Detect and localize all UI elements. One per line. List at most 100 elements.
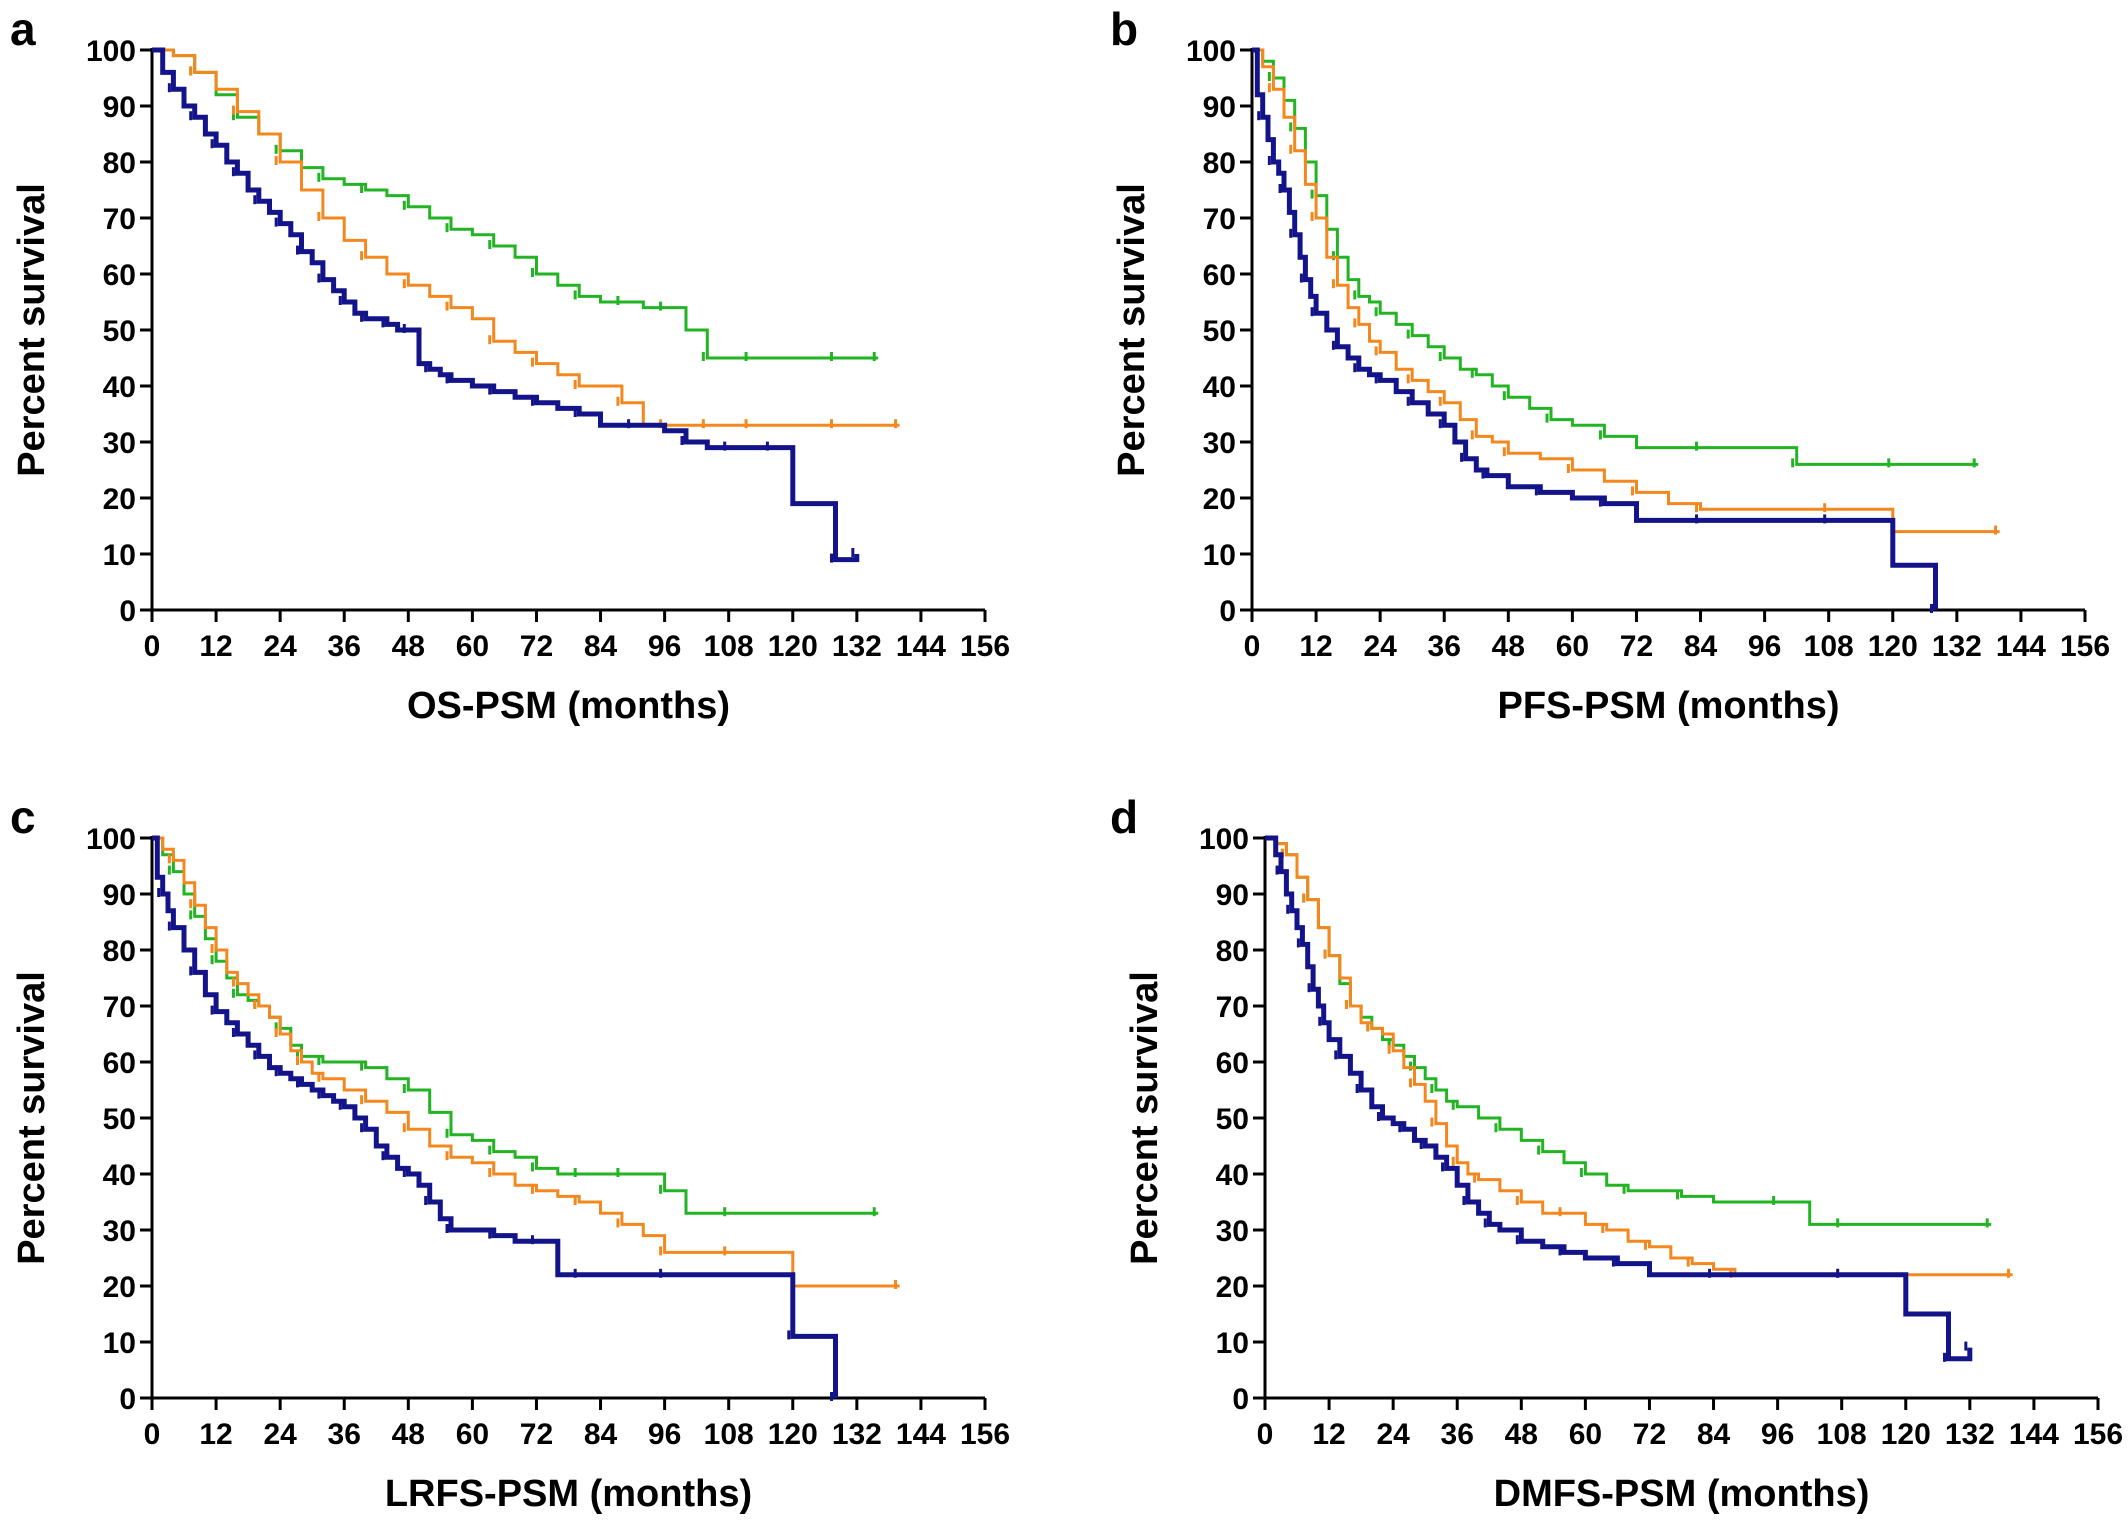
x-tick-label: 48 [392, 630, 425, 663]
y-tick-label: 100 [1199, 823, 1249, 856]
y-tick-label: 90 [103, 91, 136, 124]
x-tick-label: 60 [456, 630, 489, 663]
x-axis-title: OS-PSM (months) [407, 685, 730, 727]
survival-curve-orange [152, 836, 900, 1288]
panel-c: c 0 10 20 30 40 50 60 70 80 90 100 0 12 24 36 48 60 72 84 96… [10, 791, 1010, 1515]
x-tick-label: 72 [1633, 1418, 1666, 1451]
x-tick-label: 96 [648, 630, 681, 663]
y-tick-label: 100 [1186, 35, 1236, 68]
x-axis-title: LRFS-PSM (months) [385, 1473, 752, 1515]
x-tick-label: 144 [896, 630, 946, 663]
y-tick-label: 40 [103, 371, 136, 404]
y-tick-label: 70 [103, 203, 136, 236]
y-tick-label: 20 [103, 483, 136, 516]
y-tick-label: 70 [1216, 991, 1249, 1024]
survival-curve-green [152, 48, 879, 360]
x-tick-label: 0 [144, 1418, 161, 1451]
survival-curve-navy [152, 47, 860, 563]
y-tick-label: 40 [103, 1159, 136, 1192]
y-tick-label: 60 [1203, 259, 1236, 292]
x-tick-label: 24 [263, 1418, 297, 1451]
y-tick-label: 40 [1216, 1159, 1249, 1192]
survival-curve-green [1252, 48, 1979, 466]
survival-curve-green [152, 836, 879, 1215]
survival-curve-orange [1252, 48, 2000, 534]
y-tick-label: 50 [1216, 1103, 1249, 1136]
x-tick-label: 0 [1244, 630, 1261, 663]
y-tick-label: 50 [1203, 315, 1236, 348]
y-tick-label: 0 [1232, 1383, 1249, 1416]
y-tick-label: 50 [103, 315, 136, 348]
x-tick-label: 156 [960, 630, 1010, 663]
x-tick-label: 132 [832, 1418, 882, 1451]
x-tick-label: 84 [584, 1418, 618, 1451]
x-tick-label: 12 [199, 1418, 232, 1451]
y-tick-label: 80 [103, 935, 136, 968]
x-tick-label: 156 [960, 1418, 1010, 1451]
x-tick-label: 36 [1441, 1418, 1474, 1451]
y-axis-title: Percent survival [1111, 183, 1153, 477]
x-tick-label: 72 [520, 1418, 553, 1451]
x-tick-label: 48 [1505, 1418, 1538, 1451]
x-tick-label: 108 [1804, 630, 1854, 663]
x-tick-label: 96 [1761, 1418, 1794, 1451]
y-tick-label: 60 [103, 1047, 136, 1080]
y-axis-title: Percent survival [11, 971, 53, 1265]
x-tick-label: 120 [768, 1418, 818, 1451]
x-tick-label: 48 [392, 1418, 425, 1451]
x-tick-label: 24 [1376, 1418, 1410, 1451]
x-tick-label: 0 [144, 630, 161, 663]
panel-label: c [10, 791, 36, 843]
x-tick-label: 0 [1257, 1418, 1274, 1451]
x-tick-label: 72 [1620, 630, 1653, 663]
x-tick-label: 96 [648, 1418, 681, 1451]
y-tick-label: 90 [103, 879, 136, 912]
y-tick-label: 80 [1203, 147, 1236, 180]
y-tick-label: 40 [1203, 371, 1236, 404]
y-tick-label: 30 [1216, 1215, 1249, 1248]
survival-curve-green [1265, 836, 1992, 1226]
survival-curve-navy [1265, 835, 1973, 1362]
y-tick-label: 10 [103, 539, 136, 572]
x-tick-label: 24 [1363, 630, 1397, 663]
x-tick-label: 120 [1868, 630, 1918, 663]
x-tick-label: 60 [1556, 630, 1589, 663]
x-tick-label: 84 [1697, 1418, 1731, 1451]
y-tick-label: 60 [103, 259, 136, 292]
x-tick-label: 48 [1492, 630, 1525, 663]
x-tick-label: 120 [768, 630, 818, 663]
y-tick-label: 90 [1216, 879, 1249, 912]
x-tick-label: 156 [2060, 630, 2110, 663]
x-tick-label: 108 [704, 1418, 754, 1451]
x-axis-title: DMFS-PSM (months) [1494, 1473, 1870, 1515]
x-tick-label: 12 [1312, 1418, 1345, 1451]
x-tick-label: 36 [328, 1418, 361, 1451]
x-tick-label: 36 [1428, 630, 1461, 663]
y-tick-label: 0 [1219, 595, 1236, 628]
x-axis-title: PFS-PSM (months) [1498, 685, 1840, 727]
y-tick-label: 100 [86, 35, 136, 68]
survival-curve-navy [152, 835, 838, 1398]
y-tick-label: 30 [1203, 427, 1236, 460]
panel-label: a [10, 3, 36, 55]
x-tick-label: 72 [520, 630, 553, 663]
x-tick-label: 108 [704, 630, 754, 663]
panel-a: a 0 10 20 30 40 50 60 70 80 90 100 0 12 24 36 48 60 72 84 96… [10, 3, 1010, 727]
x-tick-label: 24 [263, 630, 297, 663]
y-tick-label: 20 [1203, 483, 1236, 516]
survival-curve-orange [152, 48, 900, 427]
y-tick-label: 30 [103, 1215, 136, 1248]
y-tick-label: 30 [103, 427, 136, 460]
x-tick-label: 132 [1945, 1418, 1995, 1451]
survival-curve-orange [1265, 836, 2013, 1277]
y-tick-label: 60 [1216, 1047, 1249, 1080]
y-tick-label: 80 [1216, 935, 1249, 968]
y-tick-label: 10 [103, 1327, 136, 1360]
y-tick-label: 50 [103, 1103, 136, 1136]
x-tick-label: 84 [1684, 630, 1718, 663]
x-tick-label: 156 [2073, 1418, 2123, 1451]
survival-curve-navy [1252, 47, 1938, 610]
x-tick-label: 144 [896, 1418, 946, 1451]
y-tick-label: 20 [1216, 1271, 1249, 1304]
